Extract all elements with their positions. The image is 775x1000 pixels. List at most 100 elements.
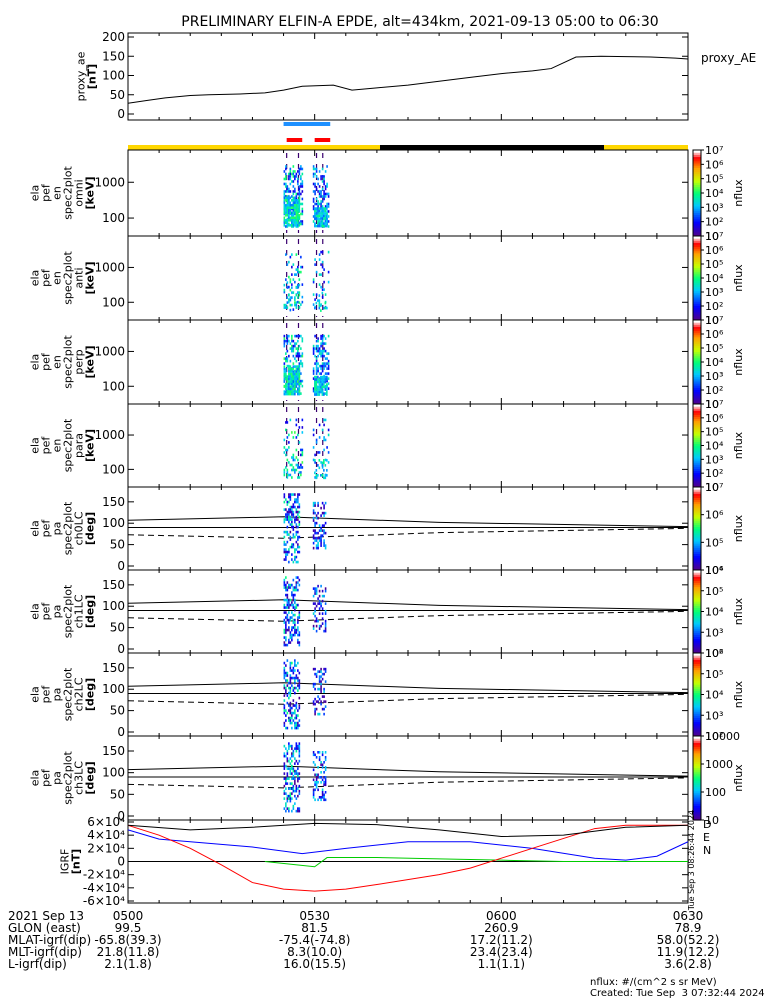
- science-zone-bar: [283, 122, 331, 126]
- colorbar-cell: [693, 799, 701, 802]
- heat-pixel: [312, 751, 315, 754]
- heat-pixel: [324, 680, 327, 683]
- heat-pixel: [291, 286, 293, 289]
- heat-pixel: [295, 583, 298, 587]
- heat-pixel: [292, 339, 295, 343]
- heat-pixel: [298, 471, 301, 474]
- heat-pixel: [318, 352, 321, 355]
- ylabel-line: proxy_ae: [75, 51, 88, 101]
- heat-pixel: [320, 388, 322, 391]
- heat-pixel: [288, 211, 290, 215]
- heat-pixel: [291, 676, 293, 680]
- heat-pixel: [315, 441, 318, 444]
- heat-pixel: [285, 428, 287, 432]
- heat-pixel: [292, 578, 295, 582]
- heat-pixel: [285, 691, 287, 695]
- heat-pixel: [324, 192, 327, 196]
- heat-pixel: [326, 375, 328, 379]
- colorbar-cell: [693, 534, 701, 538]
- heat-pixel: [323, 367, 325, 370]
- heat-pixel: [312, 433, 315, 437]
- heat-pixel: [286, 767, 289, 770]
- heat-pixel: [320, 200, 322, 203]
- heat-pixel: [286, 476, 289, 479]
- heat-pixel: [288, 370, 290, 373]
- heat-pixel: [288, 767, 290, 770]
- heat-pixel: [320, 539, 322, 542]
- colorbar-cell: [693, 578, 701, 581]
- heat-pixel: [312, 627, 315, 630]
- heat-pixel: [315, 587, 318, 590]
- pa-ytick-label: 0: [117, 642, 125, 656]
- heat-pixel: [324, 222, 327, 225]
- heat-pixel: [286, 377, 289, 381]
- heat-pixel: [286, 286, 289, 289]
- bottom-row-value: 2.1(1.8): [104, 957, 152, 971]
- colorbar-cell: [693, 694, 701, 698]
- heat-pixel: [315, 362, 318, 365]
- colorbar-cell: [693, 408, 701, 411]
- heat-pixel: [318, 217, 321, 221]
- colorbar-cell: [693, 572, 701, 575]
- heat-pixel: [283, 209, 286, 212]
- colorbar-cell: [693, 184, 701, 188]
- colorbar-cell: [693, 686, 701, 689]
- heat-pixel: [323, 383, 325, 386]
- heat-pixel: [318, 390, 321, 394]
- heat-pixel: [285, 598, 287, 602]
- colorbar-label: nflux: [732, 348, 745, 376]
- heat-pixel: [294, 280, 296, 284]
- heat-pixel: [320, 263, 322, 266]
- heat-pixel: [327, 367, 330, 370]
- heat-pixel: [298, 385, 301, 388]
- heat-pixel: [320, 796, 322, 799]
- colorbar-cell: [693, 698, 701, 702]
- heat-pixel: [286, 553, 289, 556]
- colorbar-cell: [693, 611, 701, 615]
- heat-pixel: [320, 195, 322, 198]
- heat-pixel: [298, 390, 301, 393]
- heat-pixel: [298, 293, 301, 297]
- heat-pixel: [297, 211, 299, 215]
- heat-pixel: [298, 270, 301, 274]
- heat-pixel: [321, 339, 324, 343]
- heat-pixel: [312, 389, 315, 393]
- colorbar-cell: [693, 395, 701, 399]
- colorbar-tick-label: 10²: [705, 730, 723, 743]
- heat-pixel: [286, 342, 289, 345]
- heat-pixel: [294, 301, 296, 304]
- heat-pixel: [312, 778, 315, 782]
- heat-pixel: [285, 367, 287, 371]
- heat-pixel: [324, 627, 327, 630]
- heat-pixel: [283, 618, 286, 622]
- heat-pixel: [321, 766, 324, 769]
- heat-pixel: [291, 764, 293, 768]
- heat-pixel: [323, 448, 325, 452]
- heat-pixel: [318, 219, 321, 223]
- heat-pixel: [295, 390, 298, 393]
- heat-pixel: [323, 529, 325, 532]
- colorbar-cell: [693, 702, 701, 706]
- heat-pixel: [301, 300, 304, 304]
- heat-pixel: [286, 334, 289, 338]
- heat-pixel: [283, 684, 286, 687]
- heat-pixel: [297, 300, 299, 304]
- heat-pixel: [291, 349, 293, 353]
- heat-pixel: [297, 498, 299, 501]
- heat-pixel: [297, 513, 299, 516]
- colorbar-cell: [693, 557, 701, 561]
- heat-pixel: [288, 560, 290, 564]
- heat-pixel: [295, 221, 298, 225]
- heat-pixel: [286, 601, 289, 604]
- heat-pixel: [297, 291, 299, 294]
- colorbar-cell: [693, 817, 701, 821]
- heat-pixel: [324, 776, 327, 779]
- heat-pixel: [286, 603, 289, 607]
- heat-pixel: [289, 473, 292, 477]
- heat-pixel: [317, 299, 319, 302]
- colorbar-cell: [693, 528, 701, 532]
- heat-pixel: [292, 711, 295, 715]
- heat-pixel: [298, 167, 301, 171]
- heat-pixel: [298, 172, 301, 176]
